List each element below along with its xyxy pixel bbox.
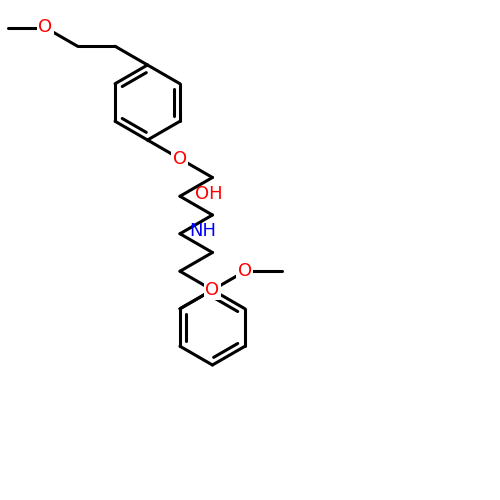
Text: O: O (173, 150, 187, 168)
Text: O: O (206, 281, 220, 299)
Text: O: O (38, 18, 52, 36)
Text: NH: NH (189, 222, 216, 240)
Text: OH: OH (195, 184, 222, 202)
Text: O: O (238, 262, 252, 280)
